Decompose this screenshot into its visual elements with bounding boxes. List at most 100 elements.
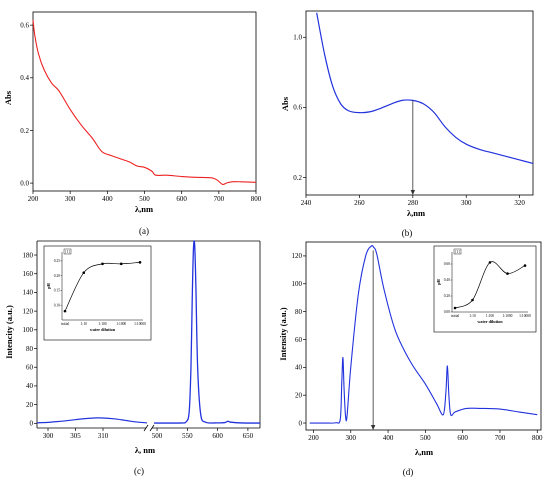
panel-b-x-tick-label: 300 xyxy=(461,199,472,207)
panel-c-inset-data-point xyxy=(82,271,86,274)
panel-d-x-tick-label: 800 xyxy=(532,434,543,442)
panel-a-xlabel: λ,nm xyxy=(135,204,153,214)
panel-c-inset-ylabel: pH xyxy=(46,282,51,288)
panel-d-inset-data-point xyxy=(453,306,457,310)
panel-d-x-tick-label: 200 xyxy=(308,434,319,442)
panel-b-y-tick-label: 0.2 xyxy=(293,174,302,182)
panel-d-inset-data-point xyxy=(506,272,509,275)
panel-c-fluorescence-chart: Intencity (a.u.) λ, nm (c) 300 305 310 500 5… xyxy=(4,240,261,476)
panel-b-plot-frame xyxy=(305,10,534,196)
panel-c-y-tick-label: 180 xyxy=(23,251,34,259)
panel-c-series-line-left xyxy=(36,417,148,424)
panel-c-y-tick-label: 100 xyxy=(23,326,34,334)
panel-c-x-tick-label: 600 xyxy=(212,432,223,440)
panel-c-inset-data-point xyxy=(138,261,142,264)
panel-a-x-tick-label: 700 xyxy=(214,195,225,203)
panel-d-inset-border xyxy=(433,245,537,333)
panel-c-x-tick-label: 500 xyxy=(152,432,163,440)
panel-b-xlabel: λ,nm xyxy=(407,208,425,218)
panel-b-x-tick-label: 240 xyxy=(301,199,312,207)
panel-a-ylabel: Abs xyxy=(3,90,13,105)
panel-a-series-line xyxy=(32,19,257,186)
panel-c-inset-y-tick-label: 0.15 xyxy=(54,289,60,293)
panel-c-x-tick-label: 300 xyxy=(43,432,54,440)
panel-c-x-tick-label: 305 xyxy=(70,432,81,440)
panel-c-y-tick-label: 0 xyxy=(30,420,34,428)
panel-d-inset-legend: [1] xyxy=(455,250,459,254)
panel-d-fluorescence-chart: Intensity (a.u.) λ,nm (d) 200 300 400 500 60… xyxy=(278,241,543,477)
panel-a-x-tick-label: 200 xyxy=(28,195,39,203)
panel-c-x-tick-label: 310 xyxy=(98,432,109,440)
panel-c-ylabel: Intencity (a.u.) xyxy=(4,305,14,359)
panel-c-inset-x-tick-label: 1:1000 xyxy=(116,322,126,326)
panel-a-x-tick-label: 800 xyxy=(251,195,262,203)
panel-c-y-tick-label: 120 xyxy=(23,307,34,315)
panel-c-axis-break-mark xyxy=(143,424,149,432)
panel-d-inset-x-tick-label: initial xyxy=(451,314,459,318)
panel-d-series-line xyxy=(309,245,538,424)
panel-a-absorbance-chart: Abs λ,nm (a) 200 300 400 500 600 700 800 0.0 0.2… xyxy=(3,11,262,236)
panel-d-peak-arrow-head xyxy=(370,425,376,430)
panel-d-y-tick-label: 20 xyxy=(295,391,303,399)
panel-d-inset-data-point xyxy=(523,264,527,267)
panel-c-axis-break-mark xyxy=(149,424,155,432)
panel-a-x-tick-label: 400 xyxy=(102,195,113,203)
panel-d-caption: (d) xyxy=(403,467,414,477)
panel-d-x-tick-label: 700 xyxy=(495,434,506,442)
panel-d-inset-ylabel: pH xyxy=(436,278,441,284)
panel-d-y-tick-label: 40 xyxy=(295,364,303,372)
panel-a-y-tick-label: 0.4 xyxy=(20,74,29,82)
panel-c-inset-legend-box xyxy=(63,248,72,255)
panel-d-y-tick-label: 100 xyxy=(292,280,303,288)
panel-d-ylabel: Intensity (a.u.) xyxy=(278,307,288,360)
panel-d-y-tick-label: 60 xyxy=(295,336,303,344)
panel-d-y-tick-label: 0 xyxy=(299,419,303,427)
panel-d-inset-y-tick-label: 0.00 xyxy=(444,310,450,314)
panel-d-inset-legend-box xyxy=(453,248,462,255)
panel-d-y-tick-label: 80 xyxy=(295,308,303,316)
panel-c-y-tick-label: 60 xyxy=(26,364,34,372)
panel-d-inset-x-tick-label: 1:100 xyxy=(486,314,494,318)
panel-d-x-tick-label: 300 xyxy=(346,434,357,442)
panel-c-inset-y-tick-label: 0.20 xyxy=(54,274,60,278)
panel-d-x-tick-label: 400 xyxy=(383,434,394,442)
panel-a-y-tick-label: 0.6 xyxy=(20,21,29,29)
panel-d-inset-y-tick-label: 0.40 xyxy=(444,278,450,282)
panel-b-series-line xyxy=(316,12,534,165)
panel-a-y-tick-label: 0.2 xyxy=(20,127,29,135)
panel-a-x-tick-label: 600 xyxy=(176,195,187,203)
panel-c-y-tick-label: 140 xyxy=(23,289,34,297)
panel-c-series-line-right xyxy=(154,240,261,424)
panel-c-inset-x-tick-label: 1:100 xyxy=(98,322,106,326)
panel-a-plot-frame xyxy=(32,11,257,192)
panel-d-x-tick-label: 500 xyxy=(420,434,431,442)
panel-a-x-tick-label: 500 xyxy=(139,195,150,203)
panel-c-xlabel: λ, nm xyxy=(135,445,155,455)
panel-d-inset-x-tick-label: 1:1000 xyxy=(503,314,513,318)
panel-b-peak-arrow-head xyxy=(410,190,416,195)
panel-c-inset-data-point xyxy=(101,262,104,266)
panel-c-inset: 0.10 0.15 0.20 0.25 initial 1:10 1:100 1:1000 1:… xyxy=(43,245,152,341)
panel-a-caption: (a) xyxy=(139,226,149,236)
panel-d-y-tick-label: 120 xyxy=(292,252,303,260)
panel-d-plot-frame xyxy=(305,241,542,431)
panel-c-y-tick-label: 20 xyxy=(26,401,34,409)
panel-c-y-tick-label: 40 xyxy=(26,382,34,390)
panel-a-x-tick-label: 300 xyxy=(65,195,76,203)
panel-b-absorbance-chart: Abs λ,nm (b) 240 260 280 300 320 0.2 0.6 1.0 xyxy=(280,10,534,238)
panel-c-inset-data-point xyxy=(119,262,123,266)
panel-d-inset-x-tick-label: 1:10000 xyxy=(519,314,531,318)
panel-c-y-tick-label: 80 xyxy=(26,345,34,353)
panel-c-x-tick-label: 550 xyxy=(182,432,193,440)
panel-c-inset-data-point xyxy=(63,309,67,313)
panel-c-x-tick-label: 650 xyxy=(243,432,254,440)
panel-d-inset: 0.00 0.20 0.40 0.60 initial 1:10 1:100 1:1000 1:… xyxy=(433,245,537,333)
panel-c-inset-y-tick-label: 0.25 xyxy=(54,259,60,263)
panel-a-y-tick-label: 0.0 xyxy=(20,179,29,187)
panel-d-inset-x-tick-label: 1:10 xyxy=(469,314,476,318)
panel-b-y-tick-label: 0.6 xyxy=(293,104,302,112)
panel-b-ylabel: Abs xyxy=(280,96,290,111)
panel-d-inset-data-point xyxy=(488,261,492,264)
panel-c-inset-y-tick-label: 0.10 xyxy=(54,303,60,307)
panel-b-x-tick-label: 320 xyxy=(514,199,525,207)
